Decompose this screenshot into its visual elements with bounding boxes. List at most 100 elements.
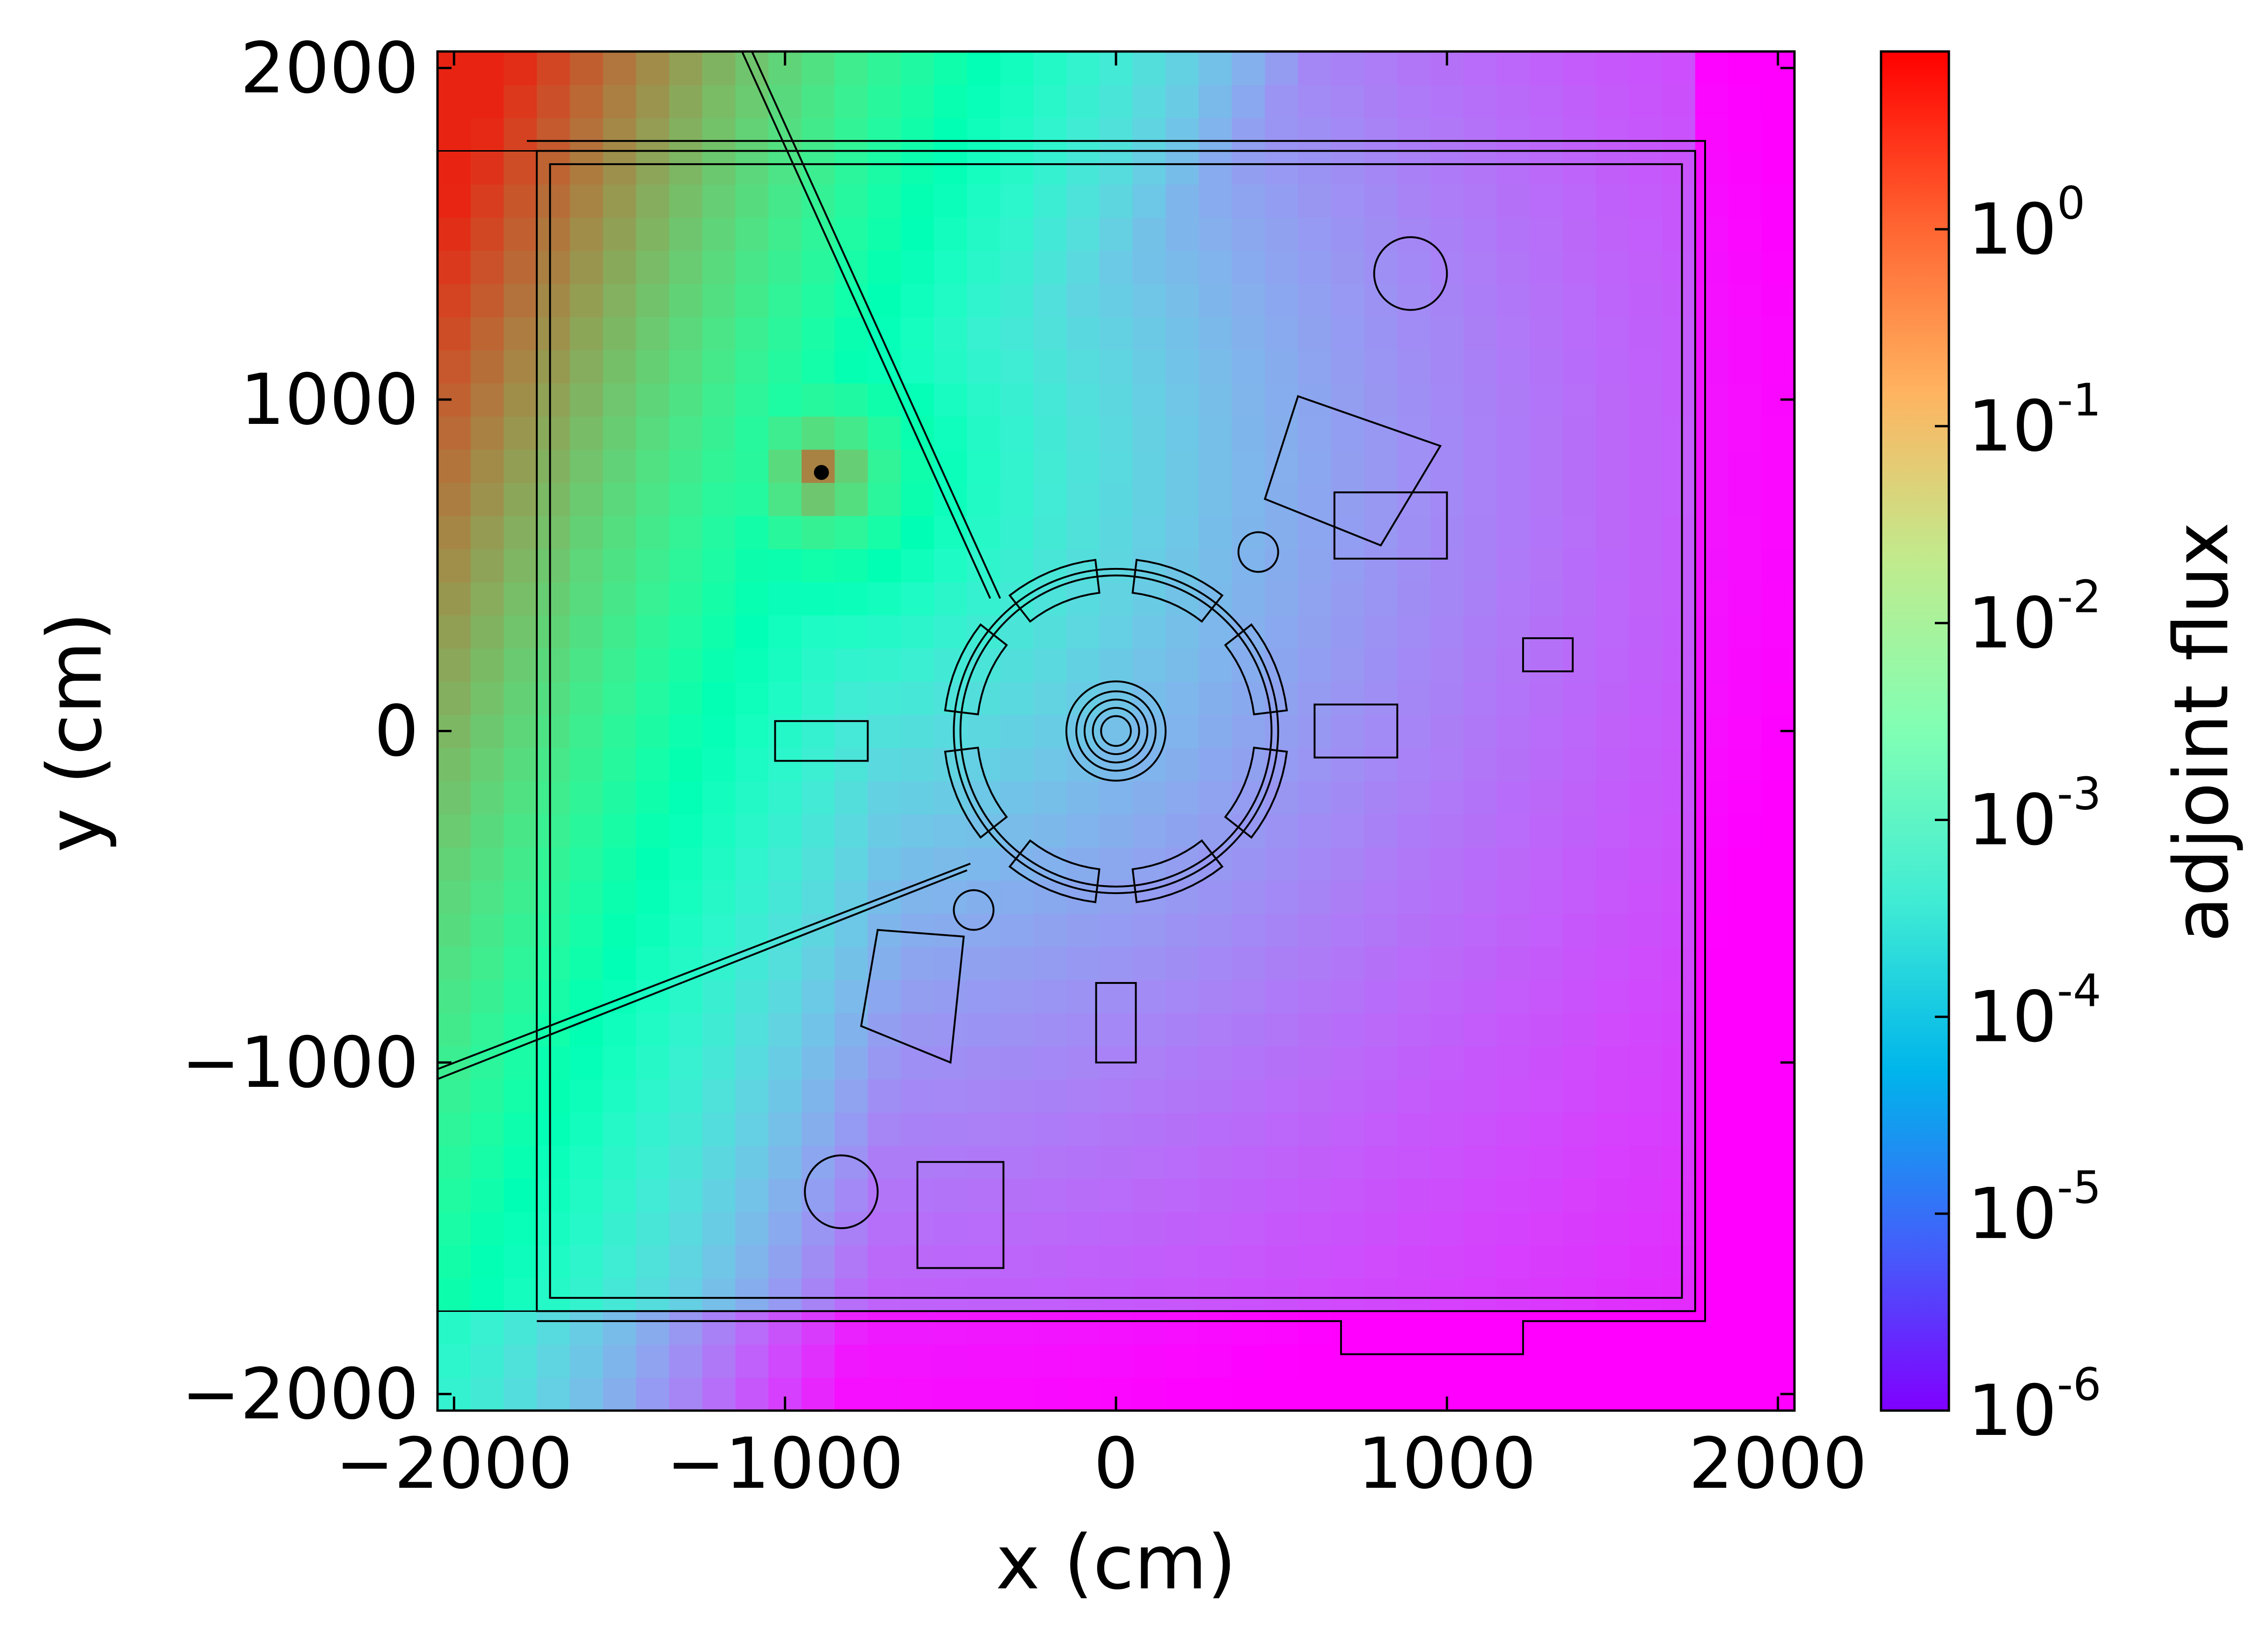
heatmap-cell-750 [1033, 979, 1067, 1013]
heatmap-cell-774 [1033, 184, 1067, 218]
y-tick-label-2: 0 [374, 691, 419, 772]
heatmap-cell-1496 [1629, 714, 1663, 748]
heatmap-cell-689 [967, 283, 1001, 317]
heatmap-cell-1378 [1530, 548, 1563, 582]
heatmap-cell-790 [1066, 1012, 1100, 1047]
heatmap-cell-718 [1000, 681, 1034, 715]
heatmap-cell-1140 [1331, 283, 1365, 317]
heatmap-cell-1606 [1728, 1145, 1762, 1179]
heatmap-cell-426 [768, 847, 802, 881]
heatmap-cell-286 [636, 51, 670, 85]
heatmap-cell-351 [702, 615, 736, 649]
geometry-outline-27 [774, 720, 869, 762]
geometry-outline-28 [1313, 703, 1399, 759]
facility-geometry-overlay [438, 51, 1706, 1355]
heatmap-cell-1110 [1331, 1278, 1365, 1312]
heatmap-cell-64 [470, 615, 504, 649]
heatmap-cell-386 [735, 814, 769, 848]
colorbar [1880, 50, 1950, 1412]
heatmap-cell-1179 [1364, 349, 1398, 384]
heatmap-cell-483 [802, 316, 835, 350]
heatmap-cell-1158 [1364, 1046, 1398, 1080]
heatmap-cell-508 [834, 847, 868, 881]
heatmap-cell-513 [834, 681, 868, 715]
heatmap-cell-62 [470, 681, 504, 715]
heatmap-cell-100 [503, 780, 538, 815]
heatmap-cell-110 [503, 449, 538, 483]
heatmap-cell-749 [1033, 1012, 1067, 1047]
heatmap-cell-1251 [1430, 681, 1464, 715]
heatmap-cell-380 [735, 1012, 769, 1047]
heatmap-cell-1418 [1562, 582, 1597, 616]
heatmap-cell-1552 [1662, 217, 1696, 251]
heatmap-cell-1405 [1562, 1012, 1597, 1047]
heatmap-cell-921 [1166, 747, 1199, 781]
heatmap-cell-452 [802, 1344, 835, 1378]
heatmap-cell-533 [868, 1377, 902, 1411]
heatmap-cell-645 [933, 383, 968, 417]
heatmap-cell-688 [967, 316, 1001, 350]
heatmap-cell-1341 [1496, 416, 1531, 450]
heatmap-cell-1127 [1331, 714, 1365, 748]
heatmap-cell-458 [802, 1145, 835, 1179]
heatmap-cell-55 [470, 913, 504, 947]
heatmap-cell-582 [901, 1112, 934, 1146]
heatmap-cell-1514 [1629, 117, 1663, 152]
heatmap-cell-856 [1099, 184, 1133, 218]
heatmap-cell-587 [901, 946, 934, 980]
heatmap-cell-159 [537, 184, 570, 218]
heatmap-cell-834 [1099, 913, 1133, 947]
geometry-outline-33 [438, 150, 538, 1312]
heatmap-cell-1464 [1596, 416, 1630, 450]
heatmap-cell-596 [901, 648, 934, 682]
heatmap-cell-1114 [1331, 1145, 1365, 1179]
heatmap-cell-958 [1198, 880, 1232, 914]
heatmap-cell-638 [933, 615, 968, 649]
heatmap-cell-102 [503, 714, 538, 748]
heatmap-cell-875 [1132, 913, 1167, 947]
heatmap-cell-1048 [1265, 615, 1299, 649]
heatmap-cell-1621 [1728, 648, 1762, 682]
heatmap-cell-841 [1099, 681, 1133, 715]
geometry-outline-9 [1224, 623, 1288, 716]
heatmap-cell-1466 [1596, 349, 1630, 384]
heatmap-cell-906 [1166, 1244, 1199, 1279]
heatmap-cell-19 [438, 747, 471, 781]
heatmap-cell-279 [636, 283, 670, 317]
heatmap-cell-512 [834, 714, 868, 748]
heatmap-cell-551 [868, 780, 902, 815]
heatmap-cell-1486 [1629, 1046, 1663, 1080]
heatmap-cell-627 [933, 979, 968, 1013]
heatmap-cell-276 [636, 383, 670, 417]
heatmap-cell-644 [933, 416, 968, 450]
heatmap-cell-1063 [1265, 117, 1299, 152]
heatmap-cell-1075 [1298, 1079, 1332, 1113]
heatmap-cell-1261 [1430, 349, 1464, 384]
heatmap-cell-847 [1099, 482, 1133, 516]
heatmap-cell-38 [438, 117, 471, 152]
heatmap-cell-328 [702, 1377, 736, 1411]
heatmap-cell-926 [1166, 582, 1199, 616]
heatmap-cell-901 [1132, 51, 1167, 85]
heatmap-cell-488 [802, 151, 835, 185]
heatmap-cell-104 [503, 648, 538, 682]
heatmap-cell-65 [470, 582, 504, 616]
heatmap-cell-990 [1232, 1179, 1266, 1212]
heatmap-cell-505 [834, 946, 868, 980]
heatmap-cell-37 [438, 151, 471, 185]
heatmap-cell-676 [967, 714, 1001, 748]
heatmap-cell-668 [967, 979, 1001, 1013]
source-marker [814, 465, 829, 480]
heatmap-cell-520 [834, 449, 868, 483]
heatmap-cell-910 [1166, 1112, 1199, 1146]
heatmap-cell-292 [669, 1211, 703, 1245]
heatmap-cell-1472 [1596, 151, 1630, 185]
heatmap-cell-500 [834, 1112, 868, 1146]
heatmap-cell-1107 [1331, 1377, 1365, 1411]
heatmap-cell-842 [1099, 648, 1133, 682]
heatmap-cell-1325 [1496, 946, 1531, 980]
heatmap-cell-367 [702, 84, 736, 118]
heatmap-cell-258 [636, 979, 670, 1013]
heatmap-cell-1112 [1331, 1211, 1365, 1245]
